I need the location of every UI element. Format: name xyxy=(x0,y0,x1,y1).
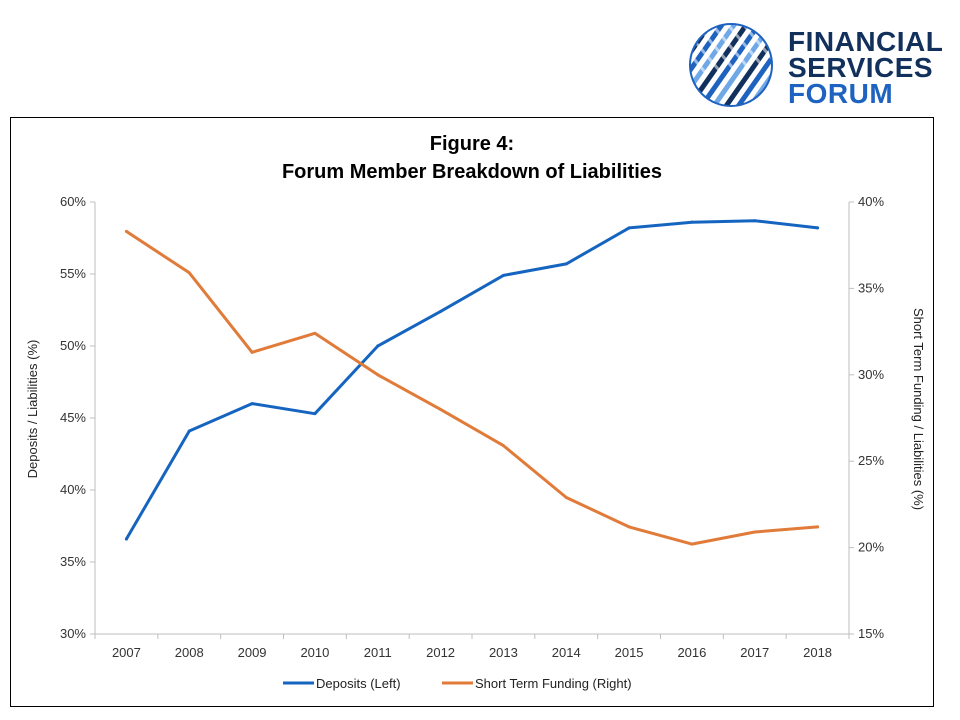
deposits-point-2008 xyxy=(187,429,191,433)
x-tick-label-2007: 2007 xyxy=(112,645,141,660)
short-term-funding-point-2013 xyxy=(501,444,505,448)
short-term-funding-point-2007 xyxy=(124,229,128,233)
series-line-short-term-funding xyxy=(124,229,820,546)
short-term-funding-point-2011 xyxy=(376,373,380,377)
left-tick-label: 60% xyxy=(60,194,86,209)
brand-line-1: FINANCIAL xyxy=(788,26,944,57)
left-tick-label: 35% xyxy=(60,554,86,569)
legend-label-short-term-funding: Short Term Funding (Right) xyxy=(475,676,632,691)
deposits-point-2018 xyxy=(816,226,820,230)
deposits-point-2014 xyxy=(564,262,568,266)
right-tick-label: 15% xyxy=(858,626,884,641)
x-tick-label-2009: 2009 xyxy=(238,645,267,660)
line-chart: Figure 4: Forum Member Breakdown of Liab… xyxy=(25,133,926,691)
chart-title-line-1: Figure 4: xyxy=(430,133,514,155)
x-tick-label-2015: 2015 xyxy=(615,645,644,660)
chart-title-line-2: Forum Member Breakdown of Liabilities xyxy=(282,161,662,183)
x-tick-label-2008: 2008 xyxy=(175,645,204,660)
deposits-point-2013 xyxy=(501,273,505,277)
short-term-funding-point-2016 xyxy=(690,542,694,546)
left-tick-label: 50% xyxy=(60,338,86,353)
brand-logo: FINANCIAL SERVICES FORUM xyxy=(688,20,948,110)
left-tick-label: 40% xyxy=(60,482,86,497)
x-tick-label-2012: 2012 xyxy=(426,645,455,660)
short-term-funding-point-2012 xyxy=(439,407,443,411)
chart-frame: Figure 4: Forum Member Breakdown of Liab… xyxy=(10,117,934,707)
x-tick-label-2017: 2017 xyxy=(740,645,769,660)
short-term-funding-point-2015 xyxy=(627,525,631,529)
x-tick-label-2016: 2016 xyxy=(677,645,706,660)
right-axis-label: Short Term Funding / Liabilities (%) xyxy=(911,308,926,510)
right-tick-label: 25% xyxy=(858,453,884,468)
x-tick-label-2010: 2010 xyxy=(300,645,329,660)
deposits-point-2017 xyxy=(753,219,757,223)
short-term-funding-point-2014 xyxy=(564,495,568,499)
short-term-funding-point-2009 xyxy=(250,350,254,354)
series-line-deposits xyxy=(124,219,820,541)
right-tick-label: 40% xyxy=(858,194,884,209)
short-term-funding-point-2017 xyxy=(753,530,757,534)
short-term-funding-point-2018 xyxy=(816,525,820,529)
right-tick-label: 20% xyxy=(858,540,884,555)
deposits-point-2010 xyxy=(313,412,317,416)
short-term-funding-point-2010 xyxy=(313,331,317,335)
deposits-point-2015 xyxy=(627,226,631,230)
deposits-point-2007 xyxy=(124,537,128,541)
chart-legend: Deposits (Left) Short Term Funding (Righ… xyxy=(283,676,632,691)
right-tick-label: 35% xyxy=(858,280,884,295)
deposits-point-2009 xyxy=(250,402,254,406)
deposits-point-2011 xyxy=(376,344,380,348)
x-tick-label-2013: 2013 xyxy=(489,645,518,660)
right-tick-label: 30% xyxy=(858,367,884,382)
deposits-point-2016 xyxy=(690,220,694,224)
globe-logo-icon xyxy=(689,23,773,107)
short-term-funding-point-2008 xyxy=(187,271,191,275)
x-tick-label-2018: 2018 xyxy=(803,645,832,660)
brand-line-2: SERVICES xyxy=(788,52,934,83)
left-tick-label: 55% xyxy=(60,266,86,281)
x-tick-label-2011: 2011 xyxy=(364,645,392,660)
left-tick-label: 30% xyxy=(60,626,86,641)
left-axis-label: Deposits / Liabilities (%) xyxy=(25,340,40,479)
brand-line-3: FORUM xyxy=(788,78,894,109)
legend-label-deposits: Deposits (Left) xyxy=(316,676,401,691)
x-tick-label-2014: 2014 xyxy=(552,645,581,660)
deposits-point-2012 xyxy=(439,309,443,313)
left-tick-label: 45% xyxy=(60,410,86,425)
